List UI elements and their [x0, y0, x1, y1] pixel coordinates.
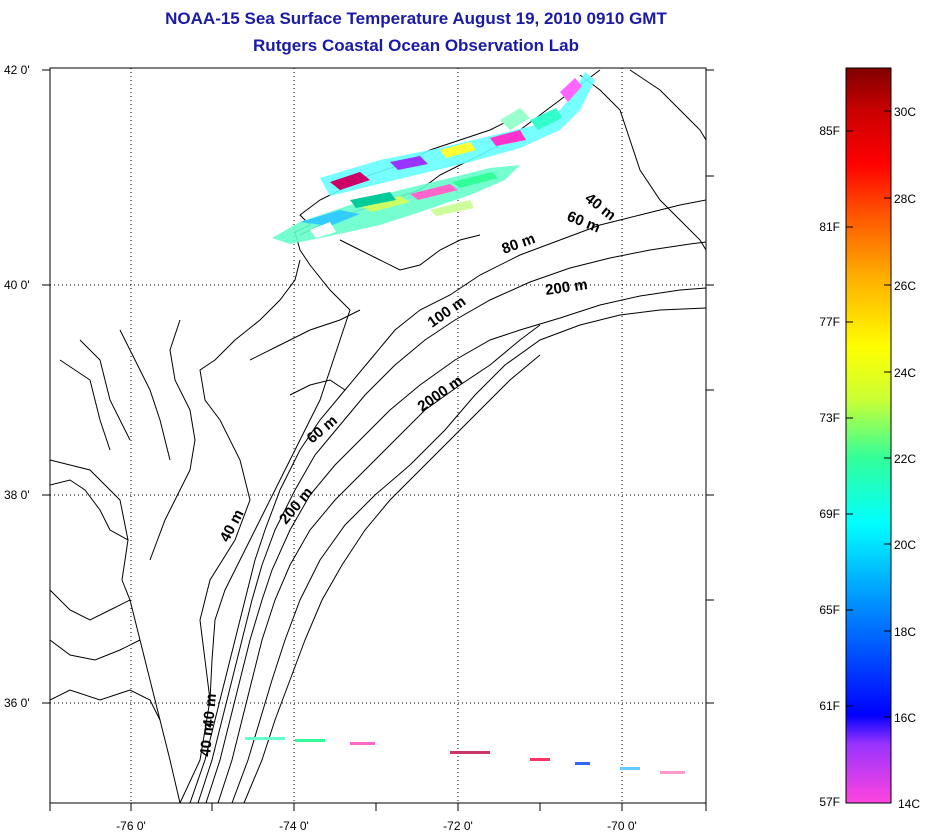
cb-f-77: 77F	[819, 315, 840, 329]
bathymetry-contours	[189, 199, 706, 803]
cb-f-69: 69F	[819, 507, 840, 521]
map-frame	[49, 67, 707, 804]
lat-label-38: 38 0'	[4, 488, 30, 502]
map-subtitle: Rutgers Coastal Ocean Observation Lab	[253, 36, 579, 55]
cb-c-20: 20C	[894, 538, 916, 552]
lat-label-36: 36 0'	[4, 696, 30, 710]
cb-f-85: 85F	[819, 124, 840, 138]
cb-f-61: 61F	[819, 699, 840, 713]
cb-f-73: 73F	[819, 411, 840, 425]
contour-label-ne-200: 200 m	[544, 276, 588, 299]
cb-f-57: 57F	[819, 795, 840, 809]
sst-swath-north	[272, 72, 595, 244]
cb-f-81: 81F	[819, 220, 840, 234]
cb-c-18: 18C	[894, 625, 916, 639]
cb-f-65: 65F	[819, 603, 840, 617]
cb-c-26: 26C	[894, 279, 916, 293]
cb-c-14: 14C	[898, 797, 920, 811]
temperature-colorbar: 85F 81F 77F 73F 69F 65F 61F 57F 30C 28C …	[819, 67, 920, 811]
axis-ticks	[42, 69, 714, 811]
lat-label-42: 42 0'	[4, 63, 30, 77]
sst-swath-south	[245, 737, 685, 774]
lon-label-70: -70 0'	[607, 819, 637, 832]
lat-label-40: 40 0'	[4, 278, 30, 292]
lat-lon-grid	[50, 68, 706, 803]
cb-c-28: 28C	[894, 192, 916, 206]
cb-c-22: 22C	[894, 452, 916, 466]
lon-label-74: -74 0'	[279, 819, 309, 832]
contour-label-s-40a: 40 m	[200, 693, 220, 729]
lon-label-76: -76 0'	[116, 819, 146, 832]
lon-label-72: -72 0'	[443, 819, 473, 832]
cb-c-16: 16C	[894, 711, 916, 725]
cb-c-24: 24C	[894, 366, 916, 380]
contour-label-s-40b: 40 m	[197, 722, 217, 758]
cb-c-30: 30C	[894, 105, 916, 119]
map-title: NOAA-15 Sea Surface Temperature August 1…	[165, 9, 667, 28]
